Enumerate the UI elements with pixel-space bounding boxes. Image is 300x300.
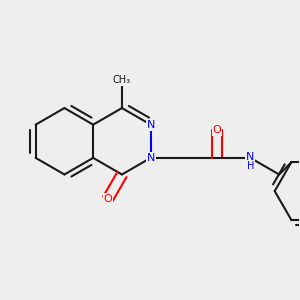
Text: N: N (146, 153, 155, 163)
Text: N: N (146, 120, 155, 130)
Text: O: O (103, 194, 112, 204)
Text: H: H (247, 161, 254, 171)
Text: O: O (213, 124, 221, 135)
Text: CH₃: CH₃ (113, 75, 131, 85)
Text: N: N (246, 152, 255, 162)
